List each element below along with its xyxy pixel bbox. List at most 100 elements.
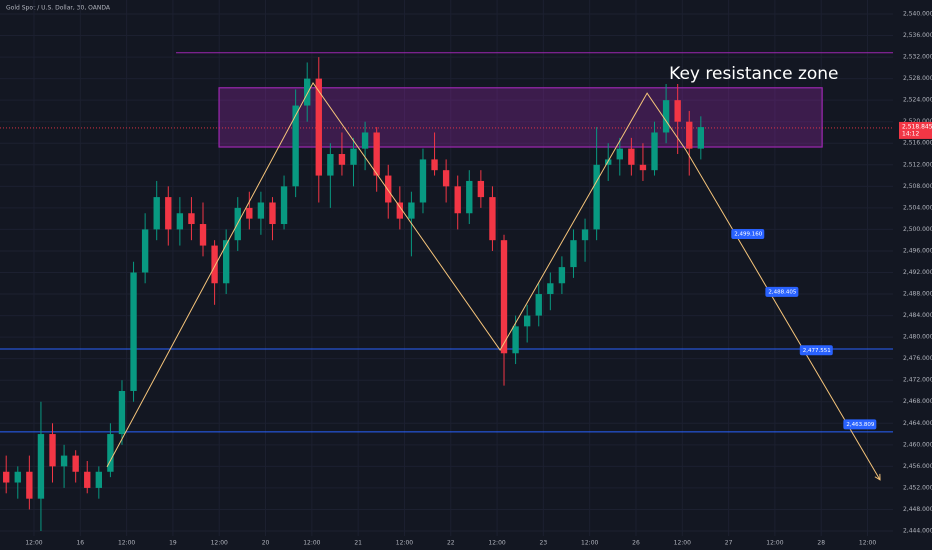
x-tick-label: 12:00 — [211, 540, 228, 547]
x-tick-label: 19 — [169, 540, 177, 547]
target-label: 2,488.405 — [768, 289, 796, 295]
candle-body — [246, 207, 253, 219]
last-price-label: 2,518.845 — [902, 123, 932, 130]
x-tick-label: 12:00 — [581, 540, 598, 547]
target-label: 2,463.809 — [846, 422, 874, 428]
candle-body — [454, 186, 461, 214]
y-tick-label: 2,500.000 — [903, 226, 932, 233]
candle-body — [442, 170, 450, 187]
y-tick-label: 2,488.000 — [903, 291, 932, 298]
candle-body — [535, 294, 542, 316]
y-tick-label: 2,512.000 — [903, 161, 932, 168]
candle-body — [396, 202, 404, 219]
x-tick-label: 28 — [817, 540, 825, 547]
candle-body — [593, 164, 600, 230]
candle-body — [269, 202, 276, 225]
candle-body — [419, 159, 427, 203]
target-label: 2,477.551 — [803, 348, 831, 354]
x-tick-label: 22 — [447, 540, 455, 547]
y-tick-label: 2,476.000 — [903, 355, 932, 362]
x-tick-label: 12:00 — [303, 540, 320, 547]
y-tick-label: 2,516.000 — [903, 140, 932, 147]
candle-body — [107, 434, 114, 472]
target-badge — [731, 228, 765, 239]
candle-body — [304, 78, 311, 106]
candle-body — [3, 471, 10, 483]
y-tick-label: 2,496.000 — [903, 247, 932, 254]
candle-body — [292, 105, 299, 187]
candle-body — [338, 154, 346, 165]
candle-body — [153, 197, 160, 230]
x-tick-label: 12:00 — [488, 540, 505, 547]
x-tick-label: 20 — [262, 540, 270, 547]
target-badge — [843, 419, 877, 430]
last-price-badge — [899, 121, 932, 139]
candle-body — [14, 471, 21, 483]
y-tick-label: 2,536.000 — [903, 32, 932, 39]
x-tick-label: 21 — [354, 540, 362, 547]
countdown-label: 14:12 — [902, 130, 919, 137]
y-tick-label: 2,524.000 — [903, 97, 932, 104]
candle-body — [547, 283, 554, 295]
y-tick-label: 2,492.000 — [903, 269, 932, 276]
candle-body — [315, 78, 322, 176]
candle-body — [199, 224, 207, 246]
zone-label: Key resistance zone — [669, 64, 838, 84]
chart-title: Gold Spot / U.S. Dollar, 30, OANDA — [6, 5, 111, 12]
y-tick-label: 2,468.000 — [903, 398, 932, 405]
candle-body — [674, 100, 681, 122]
candle-body — [686, 121, 693, 149]
x-tick-label: 27 — [725, 540, 733, 547]
candle-body — [95, 471, 103, 488]
y-tick-label: 2,480.000 — [903, 334, 932, 341]
candle-body — [500, 240, 508, 354]
y-tick-label: 2,528.000 — [903, 75, 932, 82]
y-tick-label: 2,452.000 — [903, 484, 932, 491]
candle-body — [662, 100, 670, 133]
candle-body — [628, 148, 635, 165]
y-tick-label: 2,540.000 — [903, 11, 932, 18]
candle-body — [176, 213, 184, 230]
x-tick-label: 12:00 — [766, 540, 783, 547]
candle-body — [222, 240, 230, 284]
x-tick-label: 12:00 — [396, 540, 413, 547]
y-tick-label: 2,460.000 — [903, 441, 932, 448]
target-label: 2,499.160 — [734, 231, 762, 237]
candle-body — [581, 229, 589, 241]
candle-body — [616, 148, 623, 160]
candle-body — [257, 202, 265, 219]
zigzag-line — [106, 81, 881, 481]
x-tick-label: 12:00 — [118, 540, 135, 547]
candle-body — [697, 127, 705, 149]
x-tick-label: 26 — [632, 540, 640, 547]
x-tick-label: 12:00 — [674, 540, 691, 547]
y-tick-label: 2,504.000 — [903, 204, 932, 211]
x-tick-label: 16 — [76, 540, 84, 547]
candle-body — [211, 245, 218, 284]
candle-body — [512, 326, 519, 354]
candle-body — [72, 455, 79, 472]
target-badge — [765, 286, 799, 297]
x-tick-label: 12:00 — [859, 540, 876, 547]
candle-body — [118, 390, 126, 435]
y-tick-label: 2,520.000 — [903, 118, 932, 125]
candle-body — [385, 175, 392, 203]
y-tick-label: 2,508.000 — [903, 183, 932, 190]
arrow-head — [874, 473, 881, 481]
target-badge — [799, 345, 833, 356]
candle-body — [60, 455, 68, 467]
candle-body — [84, 471, 91, 488]
candle-body — [373, 132, 380, 176]
candle-body — [327, 154, 334, 176]
y-tick-label: 2,472.000 — [903, 377, 932, 384]
x-tick-label: 23 — [540, 540, 548, 547]
candle-body — [558, 267, 566, 284]
y-tick-label: 2,444.000 — [903, 527, 932, 534]
candle-body — [350, 148, 357, 165]
y-tick-label: 2,464.000 — [903, 420, 932, 427]
y-tick-label: 2,484.000 — [903, 312, 932, 319]
y-tick-label: 2,532.000 — [903, 54, 932, 61]
candle-body — [570, 240, 577, 268]
